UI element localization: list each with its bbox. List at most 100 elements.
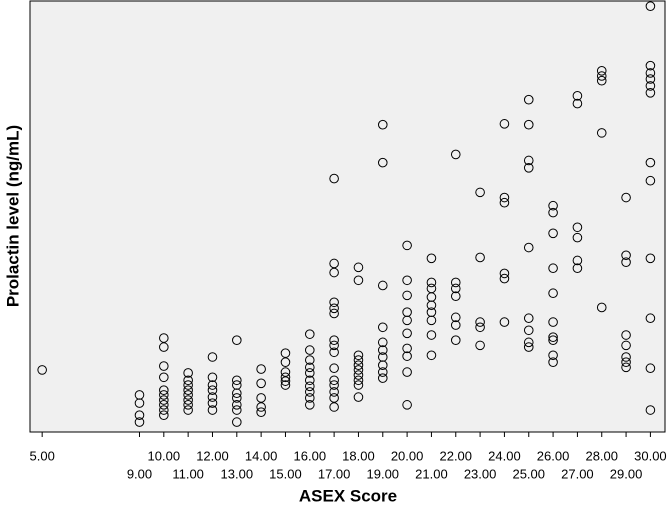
point (548, 357, 558, 367)
point (207, 372, 218, 383)
point (134, 398, 145, 408)
point (329, 267, 339, 278)
point (596, 71, 607, 81)
point (377, 360, 388, 370)
x-tick-label: 12.00 (196, 448, 229, 463)
point (572, 98, 583, 109)
point (280, 376, 291, 386)
point (183, 375, 193, 386)
point (426, 315, 437, 326)
point (159, 400, 169, 410)
point (548, 200, 558, 211)
x-tick-label: 15.00 (269, 466, 302, 481)
point (645, 60, 656, 71)
point (523, 162, 534, 173)
point (450, 291, 461, 302)
point (523, 337, 534, 348)
point (402, 240, 412, 251)
point (329, 347, 339, 358)
point (207, 352, 218, 362)
point (304, 329, 315, 339)
point (377, 119, 388, 130)
point (304, 387, 315, 397)
point (353, 365, 364, 375)
point (232, 400, 242, 410)
point (159, 410, 169, 420)
point (304, 400, 315, 410)
point (426, 330, 437, 340)
point (523, 94, 534, 105)
point (426, 300, 437, 311)
x-tick-label: 28.00 (585, 448, 618, 463)
x-tick-label: 14.00 (245, 448, 278, 463)
point (499, 197, 510, 208)
point (572, 263, 583, 274)
point (256, 407, 266, 417)
point (134, 417, 145, 427)
point (596, 66, 607, 76)
point (402, 328, 412, 339)
point (402, 290, 412, 301)
x-tick-label: 13.00 (221, 466, 254, 481)
point (475, 322, 485, 333)
x-tick-label: 5.00 (30, 448, 55, 463)
plot-area (29, 0, 666, 433)
point (450, 335, 461, 345)
point (280, 372, 291, 383)
point (450, 312, 461, 323)
point (353, 275, 364, 286)
x-tick-label: 25.00 (512, 466, 545, 481)
x-tick-label: 30.00 (634, 448, 667, 463)
x-tick-label: 18.00 (342, 448, 375, 463)
point (159, 342, 169, 352)
point (377, 337, 388, 348)
x-tick-label: 10.00 (148, 448, 181, 463)
point (280, 357, 291, 367)
x-tick-label: 17.00 (318, 466, 351, 481)
point (596, 75, 607, 86)
point (377, 345, 388, 355)
point (207, 385, 218, 395)
point (280, 380, 291, 390)
point (377, 280, 388, 291)
point (402, 275, 412, 286)
point (159, 390, 169, 400)
point (426, 253, 437, 264)
point (548, 332, 558, 342)
point (159, 372, 169, 383)
point (402, 351, 412, 361)
point (329, 173, 339, 184)
x-tick-label: 16.00 (294, 448, 327, 463)
x-axis-title: ASEX Score (299, 486, 397, 505)
point (377, 367, 388, 377)
point (329, 297, 339, 308)
point (183, 390, 193, 400)
x-tick-label: 29.00 (610, 466, 643, 481)
point (353, 370, 364, 380)
point (621, 352, 631, 362)
point (475, 340, 485, 351)
point (548, 207, 558, 218)
point (256, 364, 266, 374)
x-tick-label: 19.00 (367, 466, 400, 481)
point (232, 405, 242, 415)
point (329, 380, 339, 390)
point (523, 342, 534, 352)
point (377, 322, 388, 333)
point (304, 381, 315, 392)
point (548, 228, 558, 239)
point (329, 308, 339, 319)
point (183, 400, 193, 410)
y-axis-title: Prolactin level (ng/mL) (3, 125, 22, 307)
point (572, 255, 583, 266)
point (377, 157, 388, 168)
point (402, 367, 412, 377)
x-tick-label: 27.00 (561, 466, 594, 481)
point (499, 119, 510, 129)
point (329, 375, 339, 386)
point (499, 268, 510, 279)
point (256, 378, 266, 389)
point (329, 335, 339, 345)
point (645, 74, 656, 84)
